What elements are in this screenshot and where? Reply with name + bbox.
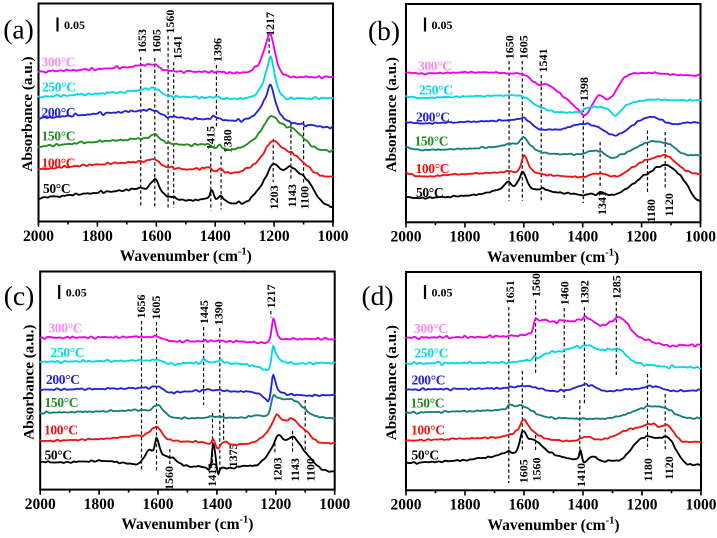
svg-text:1203: 1203 [271,458,285,482]
svg-text:100°C: 100°C [44,423,78,438]
svg-text:(a): (a) [3,14,34,45]
svg-text:1400: 1400 [201,496,232,513]
svg-text:1400: 1400 [200,228,231,245]
svg-text:1000: 1000 [685,229,716,246]
svg-text:250°C: 250°C [415,346,449,361]
svg-text:1605: 1605 [149,296,163,320]
svg-text:50°C: 50°C [416,185,443,200]
svg-text:300°C: 300°C [418,59,452,74]
svg-text:250°C: 250°C [419,83,453,98]
svg-text:1651: 1651 [503,280,517,304]
svg-text:0.05: 0.05 [432,286,453,300]
svg-text:1410: 1410 [574,463,588,487]
svg-text:150°C: 150°C [411,396,445,411]
svg-text:1396: 1396 [211,38,225,62]
svg-text:Wavenumber (cm-1): Wavenumber (cm-1) [120,247,252,266]
svg-text:1800: 1800 [450,497,481,514]
svg-text:1000: 1000 [318,228,349,245]
svg-text:1392: 1392 [578,280,592,304]
svg-text:1380: 1380 [220,129,234,153]
svg-text:1800: 1800 [449,229,480,246]
svg-text:300°C: 300°C [49,321,83,336]
svg-text:1341: 1341 [595,191,609,215]
svg-text:250°C: 250°C [42,80,76,95]
svg-text:2000: 2000 [23,228,54,245]
svg-text:1100: 1100 [303,458,317,481]
svg-text:Wavenumber (cm-1): Wavenumber (cm-1) [121,515,253,534]
svg-text:1605: 1605 [150,29,164,53]
svg-text:1653: 1653 [135,29,149,53]
svg-text:2000: 2000 [25,496,56,513]
svg-text:1560: 1560 [530,458,544,482]
svg-text:1120: 1120 [662,456,676,479]
svg-text:50°C: 50°C [45,448,72,463]
svg-text:1600: 1600 [141,228,172,245]
svg-text:1605: 1605 [516,35,530,59]
svg-text:200°C: 200°C [412,373,446,388]
svg-text:Wavenumber (cm-1): Wavenumber (cm-1) [487,515,619,534]
svg-text:1143: 1143 [288,458,302,481]
svg-text:(b): (b) [368,15,400,46]
svg-text:1560: 1560 [529,273,543,297]
svg-text:50°C: 50°C [412,448,439,463]
svg-text:0.05: 0.05 [64,18,85,32]
svg-text:Absorbance (a.u.): Absorbance (a.u.) [21,325,38,440]
svg-text:100°C: 100°C [416,161,450,176]
svg-text:1800: 1800 [84,496,115,513]
svg-text:2000: 2000 [391,229,422,246]
svg-text:1203: 1203 [267,185,281,209]
svg-text:1400: 1400 [567,229,598,246]
svg-text:1541: 1541 [171,35,185,59]
svg-text:Wavenumber (cm-1): Wavenumber (cm-1) [487,247,619,266]
svg-text:Absorbance (a.u.): Absorbance (a.u.) [383,325,400,440]
svg-text:Absorbance (a.u.): Absorbance (a.u.) [383,57,400,172]
svg-text:150°C: 150°C [415,134,449,149]
svg-text:1200: 1200 [259,228,290,245]
svg-text:150°C: 150°C [42,129,76,144]
svg-text:1100: 1100 [298,186,312,209]
svg-text:1217: 1217 [264,284,278,308]
svg-text:1217: 1217 [263,12,277,36]
svg-text:150°C: 150°C [45,395,79,410]
svg-text:1600: 1600 [143,496,174,513]
svg-text:1800: 1800 [82,228,113,245]
svg-text:1200: 1200 [627,497,658,514]
svg-text:1200: 1200 [626,229,657,246]
svg-text:1390: 1390 [212,301,226,325]
svg-text:1000: 1000 [686,497,717,514]
svg-text:300°C: 300°C [42,55,76,70]
svg-text:200°C: 200°C [46,372,80,387]
svg-text:300°C: 300°C [414,321,448,336]
svg-text:(d): (d) [361,280,393,311]
svg-text:200°C: 200°C [416,110,450,125]
svg-text:1650: 1650 [503,35,517,59]
svg-text:250°C: 250°C [51,345,85,360]
svg-text:1000: 1000 [319,496,350,513]
svg-text:1285: 1285 [610,275,624,299]
svg-text:Absorbance (a.u.): Absorbance (a.u.) [19,56,36,171]
svg-text:1400: 1400 [568,497,599,514]
svg-text:50°C: 50°C [43,181,70,196]
svg-text:1180: 1180 [644,199,658,222]
svg-text:1560: 1560 [162,466,176,490]
svg-text:1560: 1560 [163,10,177,34]
svg-text:1605: 1605 [517,459,531,483]
svg-text:1600: 1600 [508,229,539,246]
svg-text:1600: 1600 [509,497,540,514]
svg-text:1541: 1541 [536,49,550,73]
svg-text:100°C: 100°C [411,423,445,438]
svg-text:1143: 1143 [285,184,299,207]
svg-text:1375: 1375 [226,443,240,467]
svg-text:1656: 1656 [134,295,148,319]
svg-text:(c): (c) [4,280,35,311]
svg-text:0.05: 0.05 [66,286,87,300]
svg-text:1445: 1445 [197,300,211,324]
svg-text:1180: 1180 [641,458,655,481]
svg-text:1398: 1398 [577,77,591,101]
svg-text:1200: 1200 [260,496,291,513]
svg-text:1120: 1120 [662,193,676,216]
svg-text:0.05: 0.05 [432,18,453,32]
svg-text:1460: 1460 [558,281,572,305]
svg-text:2000: 2000 [391,497,422,514]
